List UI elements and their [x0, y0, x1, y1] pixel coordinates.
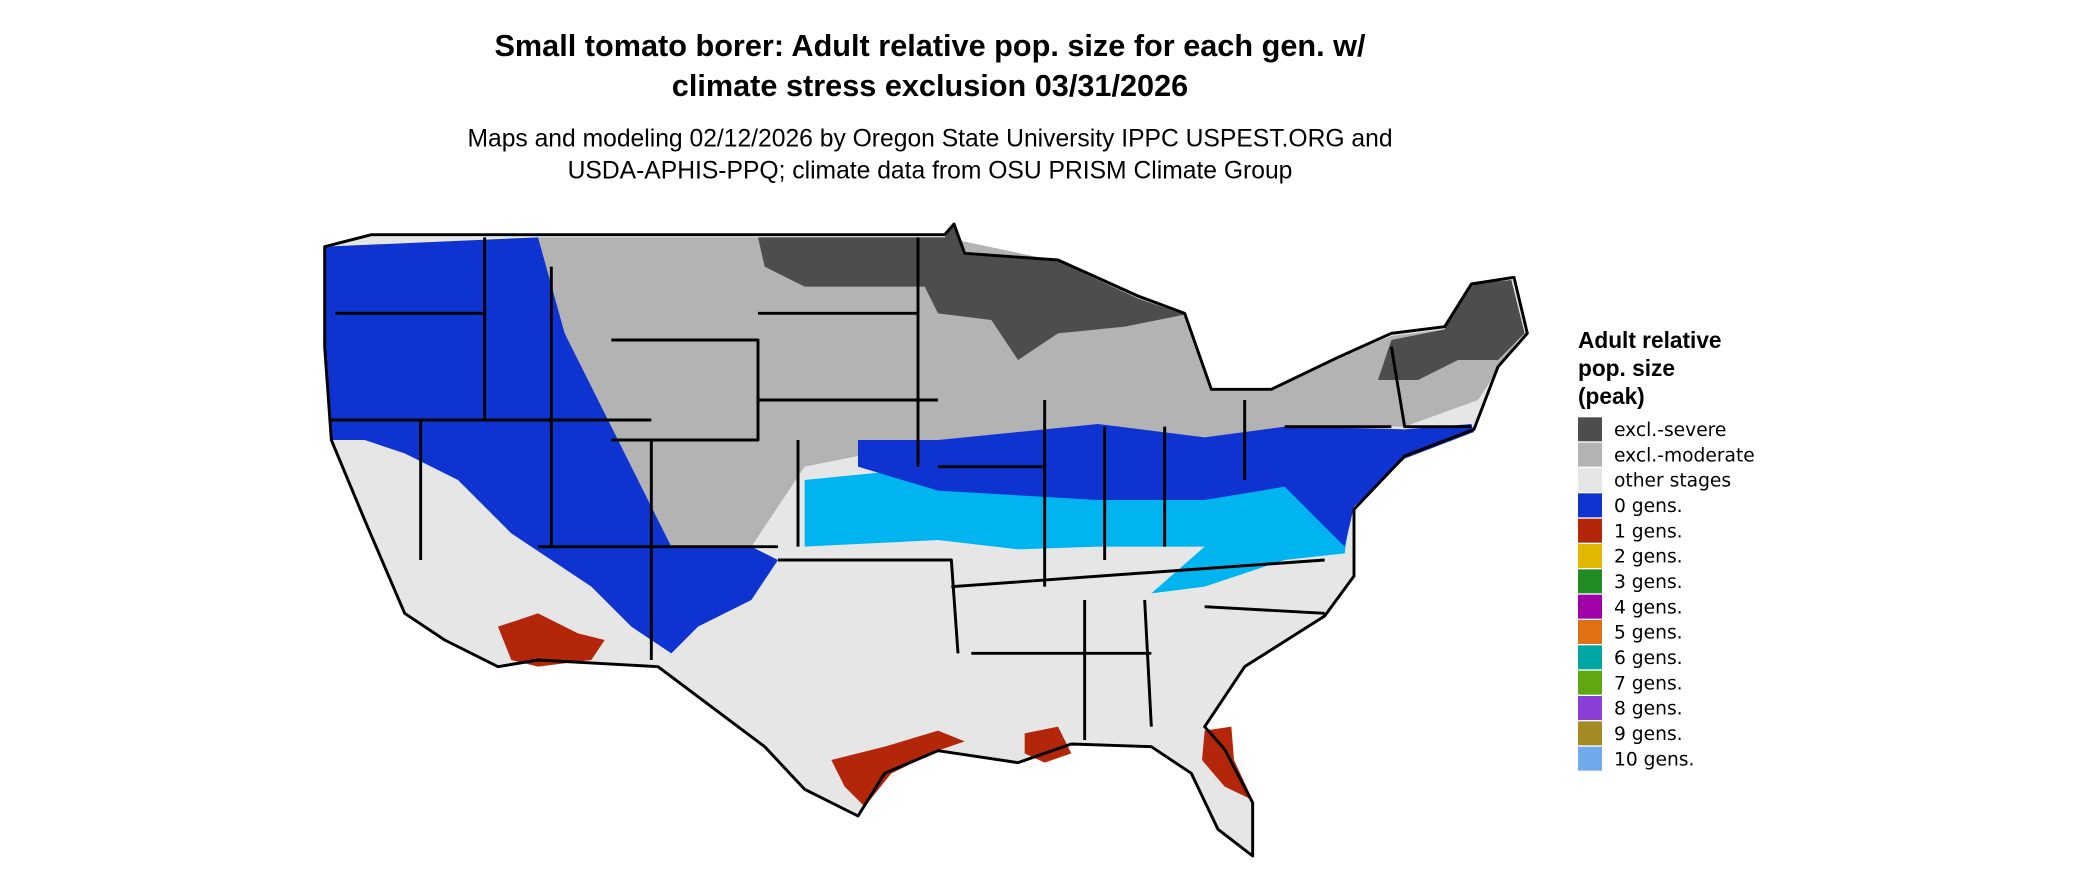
- region-severe: [758, 224, 1185, 360]
- legend-label: 8 gens.: [1614, 699, 1683, 720]
- legend-swatch: [1578, 442, 1602, 467]
- legend: Adult relative pop. size (peak) excl.-se…: [1578, 327, 1755, 771]
- legend-swatch: [1578, 417, 1602, 442]
- us-map: [323, 222, 1529, 858]
- legend-swatch: [1578, 569, 1602, 594]
- legend-label: excl.-moderate: [1614, 445, 1755, 466]
- legend-swatch: [1578, 594, 1602, 619]
- legend-swatch: [1578, 518, 1602, 543]
- legend-label: 7 gens.: [1614, 673, 1683, 694]
- legend-swatch: [1578, 493, 1602, 518]
- legend-swatch: [1578, 696, 1602, 720]
- legend-title-line: Adult relative: [1578, 327, 1722, 353]
- region-one-gen: [498, 613, 605, 667]
- region-one-gen: [1024, 726, 1072, 763]
- legend-swatch: [1578, 645, 1602, 670]
- region-severe: [1378, 280, 1525, 380]
- legend-title-line: pop. size: [1578, 355, 1675, 381]
- us-outline: [323, 222, 1529, 858]
- legend-swatch: [1578, 468, 1602, 492]
- legend-label: 3 gens.: [1614, 572, 1683, 593]
- legend-label: 2 gens.: [1614, 547, 1683, 568]
- legend-label: excl.-severe: [1614, 420, 1726, 441]
- title-line: Small tomato borer: Adult relative pop. …: [494, 29, 1366, 63]
- legend-swatch: [1578, 670, 1602, 695]
- legend-swatch: [1578, 544, 1602, 568]
- legend-label: 5 gens.: [1614, 623, 1683, 644]
- title-line: climate stress exclusion 03/31/2026: [672, 69, 1188, 103]
- legend-label: 10 gens.: [1614, 749, 1694, 770]
- legend-label: 4 gens.: [1614, 597, 1683, 618]
- legend-label: 9 gens.: [1614, 724, 1683, 745]
- legend-swatch: [1578, 721, 1602, 746]
- legend-label: 6 gens.: [1614, 648, 1683, 669]
- subtitle-line: Maps and modeling 02/12/2026 by Oregon S…: [467, 126, 1392, 153]
- legend-label: other stages: [1614, 471, 1731, 492]
- subtitle-line: USDA-APHIS-PPQ; climate data from OSU PR…: [568, 158, 1293, 185]
- legend-title-line: (peak): [1578, 383, 1645, 409]
- legend-swatch: [1578, 620, 1602, 644]
- legend-label: 1 gens.: [1614, 521, 1683, 542]
- legend-label: 0 gens.: [1614, 496, 1683, 517]
- legend-swatch: [1578, 746, 1602, 771]
- state-borders: [331, 237, 1472, 740]
